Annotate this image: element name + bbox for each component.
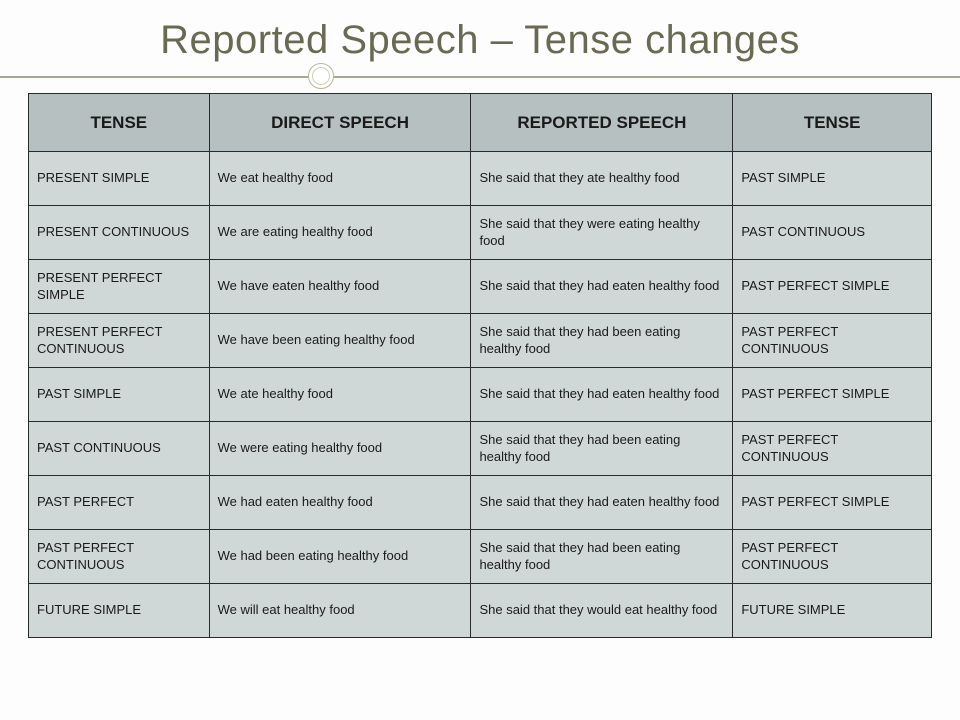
table-cell: PAST PERFECT SIMPLE xyxy=(733,476,932,530)
slide: Reported Speech – Tense changes TENSE DI… xyxy=(0,0,960,720)
table-cell: PRESENT PERFECT SIMPLE xyxy=(29,260,210,314)
table-cell: PAST PERFECT CONTINUOUS xyxy=(733,422,932,476)
table-cell: She said that they had eaten healthy foo… xyxy=(471,260,733,314)
table-cell: PAST PERFECT CONTINUOUS xyxy=(733,530,932,584)
table-row: PRESENT PERFECT CONTINUOUSWe have been e… xyxy=(29,314,932,368)
table-cell: We will eat healthy food xyxy=(209,584,471,638)
table-cell: We were eating healthy food xyxy=(209,422,471,476)
table-cell: PRESENT SIMPLE xyxy=(29,152,210,206)
col-header: TENSE xyxy=(29,94,210,152)
col-header: DIRECT SPEECH xyxy=(209,94,471,152)
table-cell: PAST SIMPLE xyxy=(29,368,210,422)
table-row: PAST SIMPLEWe ate healthy foodShe said t… xyxy=(29,368,932,422)
table-cell: We ate healthy food xyxy=(209,368,471,422)
table-cell: PRESENT PERFECT CONTINUOUS xyxy=(29,314,210,368)
table-cell: We eat healthy food xyxy=(209,152,471,206)
col-header: REPORTED SPEECH xyxy=(471,94,733,152)
table-cell: FUTURE SIMPLE xyxy=(733,584,932,638)
col-header: TENSE xyxy=(733,94,932,152)
table-cell: We have eaten healthy food xyxy=(209,260,471,314)
table-cell: She said that they had been eating healt… xyxy=(471,530,733,584)
table-cell: PAST PERFECT CONTINUOUS xyxy=(29,530,210,584)
table-cell: PAST CONTINUOUS xyxy=(733,206,932,260)
table-row: FUTURE SIMPLEWe will eat healthy foodShe… xyxy=(29,584,932,638)
table-cell: She said that they ate healthy food xyxy=(471,152,733,206)
table-cell: PAST SIMPLE xyxy=(733,152,932,206)
table-row: PAST CONTINUOUSWe were eating healthy fo… xyxy=(29,422,932,476)
divider-ornament-icon xyxy=(308,63,334,89)
table-cell: FUTURE SIMPLE xyxy=(29,584,210,638)
table-cell: We are eating healthy food xyxy=(209,206,471,260)
table-cell: PAST PERFECT SIMPLE xyxy=(733,260,932,314)
table-cell: She said that they had eaten healthy foo… xyxy=(471,476,733,530)
table-row: PAST PERFECTWe had eaten healthy foodShe… xyxy=(29,476,932,530)
table-cell: We had been eating healthy food xyxy=(209,530,471,584)
table-cell: She said that they were eating healthy f… xyxy=(471,206,733,260)
tense-table: TENSE DIRECT SPEECH REPORTED SPEECH TENS… xyxy=(28,93,932,638)
table-cell: She said that they had eaten healthy foo… xyxy=(471,368,733,422)
table-cell: She said that they had been eating healt… xyxy=(471,422,733,476)
table-header-row: TENSE DIRECT SPEECH REPORTED SPEECH TENS… xyxy=(29,94,932,152)
table-cell: She said that they would eat healthy foo… xyxy=(471,584,733,638)
table-cell: PRESENT CONTINUOUS xyxy=(29,206,210,260)
table-cell: We had eaten healthy food xyxy=(209,476,471,530)
table-cell: She said that they had been eating healt… xyxy=(471,314,733,368)
table-cell: PAST CONTINUOUS xyxy=(29,422,210,476)
table-row: PRESENT SIMPLEWe eat healthy foodShe sai… xyxy=(29,152,932,206)
table-row: PRESENT PERFECT SIMPLEWe have eaten heal… xyxy=(29,260,932,314)
table-cell: PAST PERFECT CONTINUOUS xyxy=(733,314,932,368)
table-row: PAST PERFECT CONTINUOUSWe had been eatin… xyxy=(29,530,932,584)
table-cell: We have been eating healthy food xyxy=(209,314,471,368)
table-cell: PAST PERFECT xyxy=(29,476,210,530)
table-row: PRESENT CONTINUOUSWe are eating healthy … xyxy=(29,206,932,260)
divider-line xyxy=(0,76,960,78)
slide-title: Reported Speech – Tense changes xyxy=(28,18,932,63)
divider xyxy=(28,67,932,87)
table-cell: PAST PERFECT SIMPLE xyxy=(733,368,932,422)
